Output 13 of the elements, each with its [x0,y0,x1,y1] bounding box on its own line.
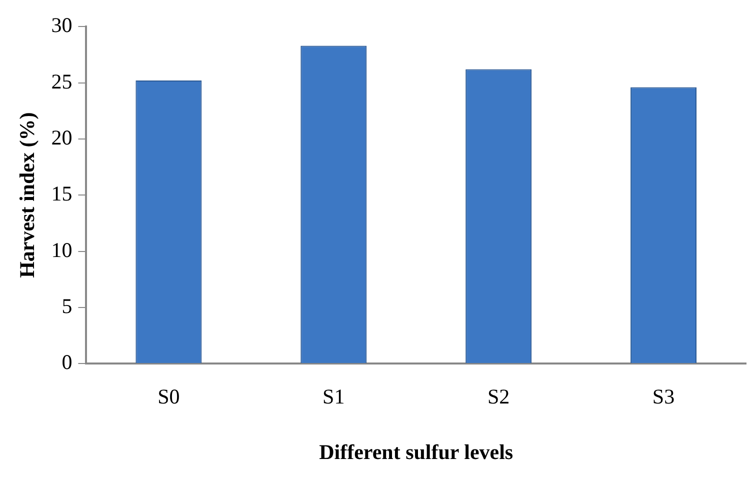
x-axis-title: Different sulfur levels [319,440,514,464]
x-tick-label: S2 [487,384,510,409]
y-axis-title: Harvest index (%) [15,112,40,278]
x-tick-label: S3 [652,384,675,409]
y-tick-label: 30 [51,13,72,38]
y-tick-label: 10 [51,238,72,262]
y-tick-label: 25 [51,69,72,94]
x-tick-label: S1 [322,384,345,409]
y-tick-label: 20 [51,125,72,150]
y-tick-label: 5 [62,294,72,318]
x-tick-label: S0 [158,384,180,409]
y-tick-label: 15 [51,182,72,206]
y-tick-label: 0 [62,350,72,374]
